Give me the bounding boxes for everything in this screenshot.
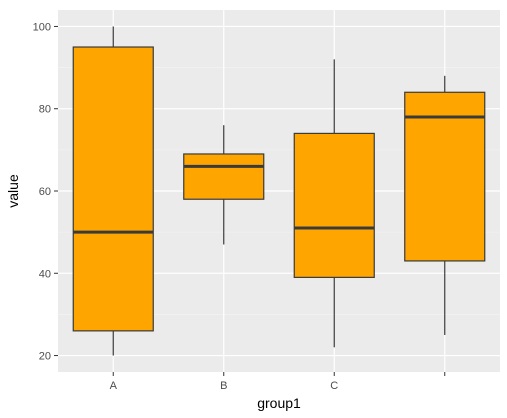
box-A: [72, 26, 154, 356]
iqr-box: [183, 153, 265, 200]
y-axis-title: value: [5, 174, 21, 208]
iqr-box: [293, 132, 375, 278]
x-tick-label: A: [110, 380, 118, 392]
box-B: [183, 125, 265, 245]
x-tick-label: C: [330, 380, 338, 392]
box-D: [404, 75, 486, 335]
y-tick-label: 80: [39, 104, 51, 116]
y-tick-label: 100: [33, 21, 51, 33]
x-axis-ticks: A B C: [110, 372, 446, 392]
y-tick-label: 60: [39, 186, 51, 198]
iqr-box: [72, 46, 154, 332]
iqr-box: [404, 91, 486, 262]
y-axis-ticks: 20 40 60 80 100: [33, 21, 58, 363]
y-tick-label: 40: [39, 268, 51, 280]
x-tick-label: B: [220, 380, 227, 392]
boxes-layer: [72, 26, 486, 356]
x-axis-title: group1: [257, 395, 301, 411]
box-C: [293, 59, 375, 348]
y-tick-label: 20: [39, 351, 51, 363]
